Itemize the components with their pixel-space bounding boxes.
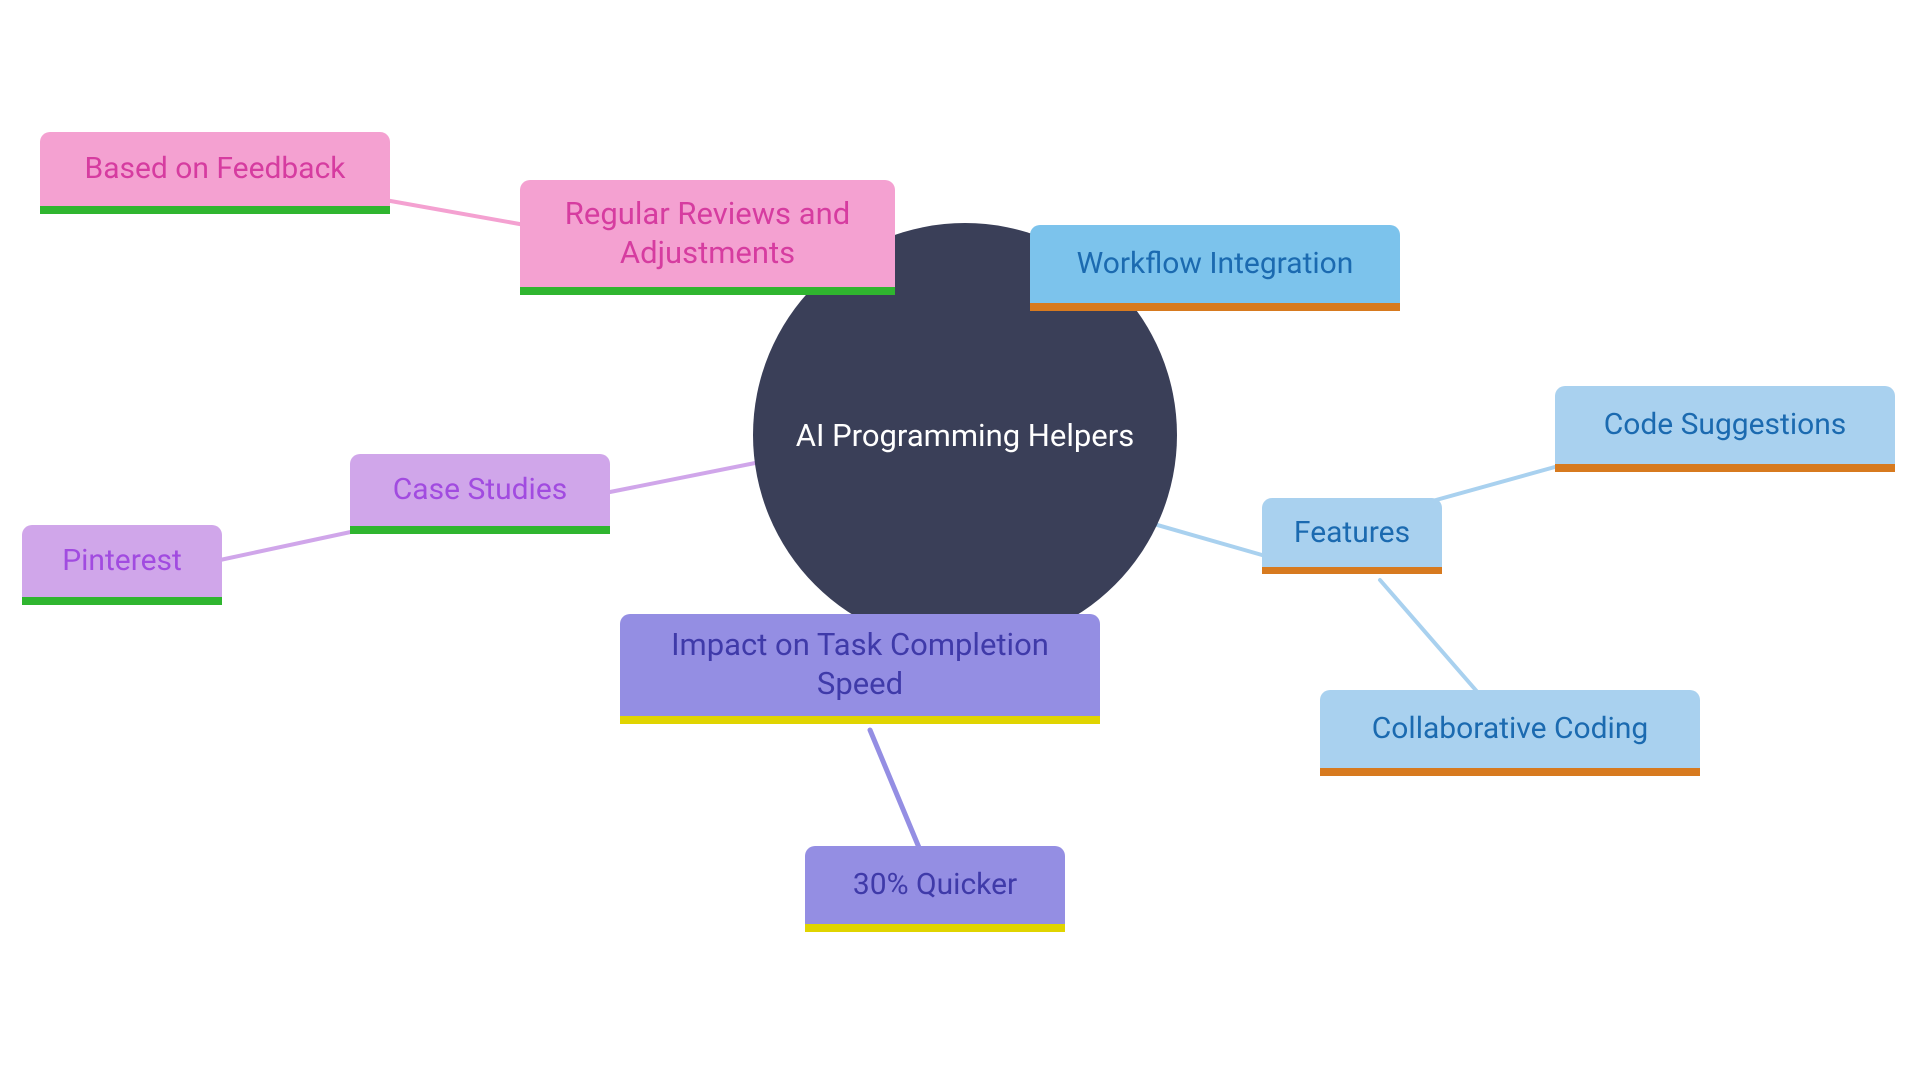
node-label: Impact on Task Completion Speed: [644, 626, 1076, 704]
edge: [610, 460, 770, 492]
edge: [1380, 580, 1480, 695]
edge: [1140, 520, 1262, 555]
node-label: Collaborative Coding: [1372, 710, 1648, 748]
node-label: Code Suggestions: [1604, 406, 1847, 444]
node-impact: Impact on Task Completion Speed: [620, 614, 1100, 724]
node-reviews: Regular Reviews and Adjustments: [520, 180, 895, 295]
node-workflow: Workflow Integration: [1030, 225, 1400, 311]
node-label: Features: [1294, 514, 1410, 552]
node-label: Workflow Integration: [1077, 245, 1354, 283]
edge: [220, 530, 360, 560]
node-label: Case Studies: [393, 471, 567, 509]
node-label: Pinterest: [62, 542, 182, 580]
node-pinterest: Pinterest: [22, 525, 222, 605]
node-label: Based on Feedback: [85, 150, 346, 188]
mindmap-stage: AI Programming Helpers Workflow Integrat…: [0, 0, 1920, 1080]
edge: [870, 730, 920, 850]
node-label: Regular Reviews and Adjustments: [544, 195, 871, 273]
edge: [385, 200, 525, 225]
node-label: 30% Quicker: [853, 866, 1017, 904]
node-case_studies: Case Studies: [350, 454, 610, 534]
node-code_suggestions: Code Suggestions: [1555, 386, 1895, 472]
node-features: Features: [1262, 498, 1442, 574]
node-quicker: 30% Quicker: [805, 846, 1065, 932]
node-feedback: Based on Feedback: [40, 132, 390, 214]
node-collab: Collaborative Coding: [1320, 690, 1700, 776]
center-label: AI Programming Helpers: [796, 417, 1135, 454]
